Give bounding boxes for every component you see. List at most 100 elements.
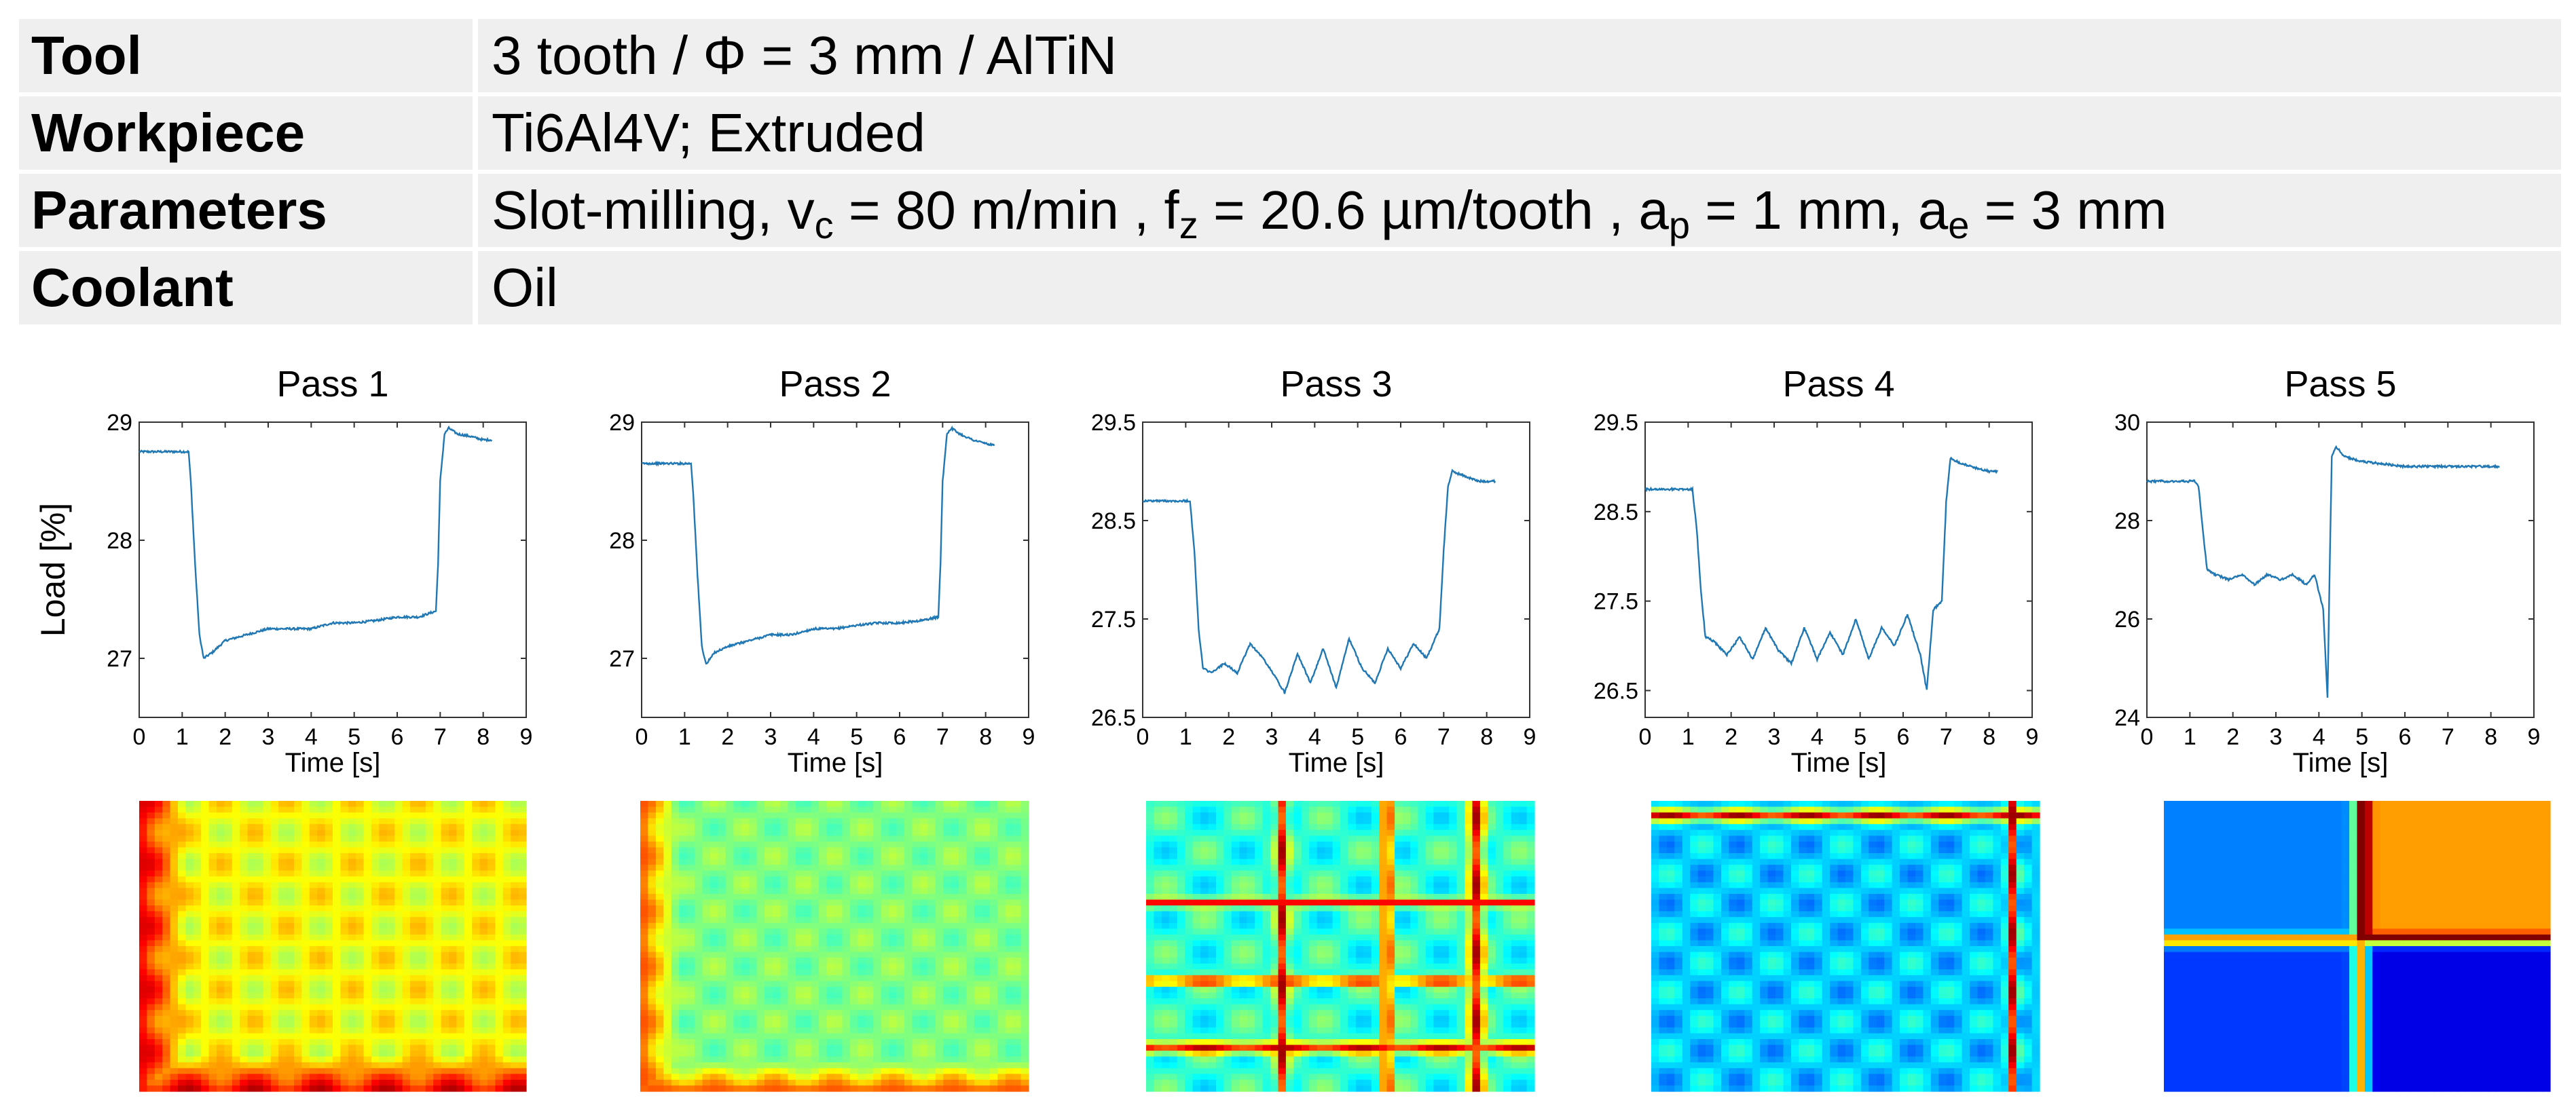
heatmap-cell (842, 1021, 851, 1028)
heatmap-cell (765, 946, 773, 953)
heatmap-cell (749, 888, 758, 895)
heatmap-cell (951, 998, 959, 1005)
heatmap-cell (139, 917, 147, 924)
heatmap-cell (340, 975, 349, 981)
heatmap-cell (795, 1004, 804, 1011)
heatmap-cell (154, 1027, 163, 1034)
heatmap-cell (363, 888, 372, 895)
heatmap-cell (286, 940, 295, 947)
heatmap-cell (348, 1021, 356, 1028)
heatmap-cell (294, 824, 302, 831)
heatmap-cell (518, 1051, 527, 1057)
heatmap-cell (325, 876, 333, 883)
heatmap-cell (185, 865, 194, 871)
heatmap-cell (317, 986, 326, 994)
heatmap-cell (663, 859, 672, 865)
heatmap-cell (772, 899, 781, 906)
heatmap-cell (718, 1004, 726, 1011)
heatmap-cell (718, 946, 726, 953)
heatmap-cell (379, 824, 388, 831)
heatmap-cell (472, 922, 481, 929)
heatmap-cell (935, 969, 944, 976)
heatmap-cell (710, 894, 718, 901)
x-tick-label: 6 (894, 724, 906, 750)
heatmap-cell (294, 981, 302, 988)
heatmap-cell (162, 952, 171, 958)
heatmap-cell (425, 1039, 434, 1046)
heatmap-cell (927, 841, 936, 848)
heatmap-cell (170, 876, 179, 883)
heatmap-cell (718, 1085, 726, 1092)
heatmap-cell (966, 835, 975, 842)
heatmap-cell (278, 888, 287, 895)
heatmap-cell (193, 801, 202, 808)
heatmap-cell (865, 1079, 874, 1087)
heatmap-cell (834, 888, 843, 895)
heatmap-cell (951, 841, 959, 848)
heatmap-cell (725, 1021, 734, 1028)
heatmap-cell (912, 882, 921, 888)
heatmap-cell (842, 801, 851, 808)
heatmap-cell (819, 824, 828, 831)
heatmap-cell (702, 911, 711, 918)
heatmap-cell (185, 940, 194, 947)
heatmap-cell (255, 969, 263, 976)
heatmap-cell (788, 934, 796, 941)
heatmap-cell (648, 882, 657, 888)
heatmap-cell (162, 894, 171, 901)
heatmap-cell (232, 1015, 240, 1022)
heatmap-cell (935, 1079, 944, 1087)
heatmap-cell (966, 1051, 975, 1057)
heatmap-cell (881, 1068, 889, 1074)
heatmap-cell (371, 865, 380, 871)
heatmap-cell (834, 806, 843, 813)
heatmap-cell (394, 899, 403, 906)
heatmap-cell (410, 818, 418, 825)
heatmap-cell (788, 905, 796, 912)
heatmap-cell (263, 824, 272, 831)
heatmap-cell (317, 1056, 326, 1063)
heatmap-cell (294, 934, 302, 941)
heatmap-cell (495, 975, 504, 981)
heatmap-cell (756, 841, 765, 848)
heatmap-cell (881, 1056, 889, 1063)
heatmap-cell (464, 870, 473, 877)
heatmap-cell (655, 870, 664, 877)
heatmap-cell (139, 899, 147, 906)
heatmap-cell (756, 876, 765, 883)
heatmap-cell (779, 986, 788, 994)
heatmap-cell (294, 1045, 302, 1051)
heatmap-cell (340, 1027, 349, 1034)
heatmap-cell (511, 1062, 519, 1069)
heatmap-cell (154, 818, 163, 825)
heatmap-cell (301, 853, 310, 860)
heatmap-cell (725, 847, 734, 854)
heatmap-cell (756, 894, 765, 901)
heatmap-cell (756, 975, 765, 981)
heatmap-cell (765, 899, 773, 906)
heatmap-cell (788, 1033, 796, 1040)
x-tick-label: 0 (1639, 724, 1652, 750)
heatmap-cell (663, 847, 672, 854)
heatmap-cell (819, 1015, 828, 1022)
heatmap-cell (348, 824, 356, 831)
heatmap-cell (834, 882, 843, 888)
heatmap-cell (935, 998, 944, 1005)
heatmap-cell (718, 835, 726, 842)
heatmap-cell (896, 969, 905, 976)
heatmap-cell (224, 899, 233, 906)
heatmap-cell (154, 801, 163, 808)
heatmap-cell (710, 1045, 718, 1051)
heatmap-cell (695, 986, 703, 994)
heatmap-cell (695, 963, 703, 970)
heatmap-cell (772, 835, 781, 842)
heatmap-cell (456, 859, 465, 865)
heatmap-cell (402, 1085, 411, 1092)
heatmap-cell (511, 847, 519, 854)
heatmap-cell (811, 1056, 820, 1063)
heatmap-cell (710, 1056, 718, 1063)
heatmap-cell (889, 1039, 898, 1046)
heatmap-cell (873, 1045, 882, 1051)
heatmap-cell (495, 940, 504, 947)
heatmap-cell (803, 841, 812, 848)
